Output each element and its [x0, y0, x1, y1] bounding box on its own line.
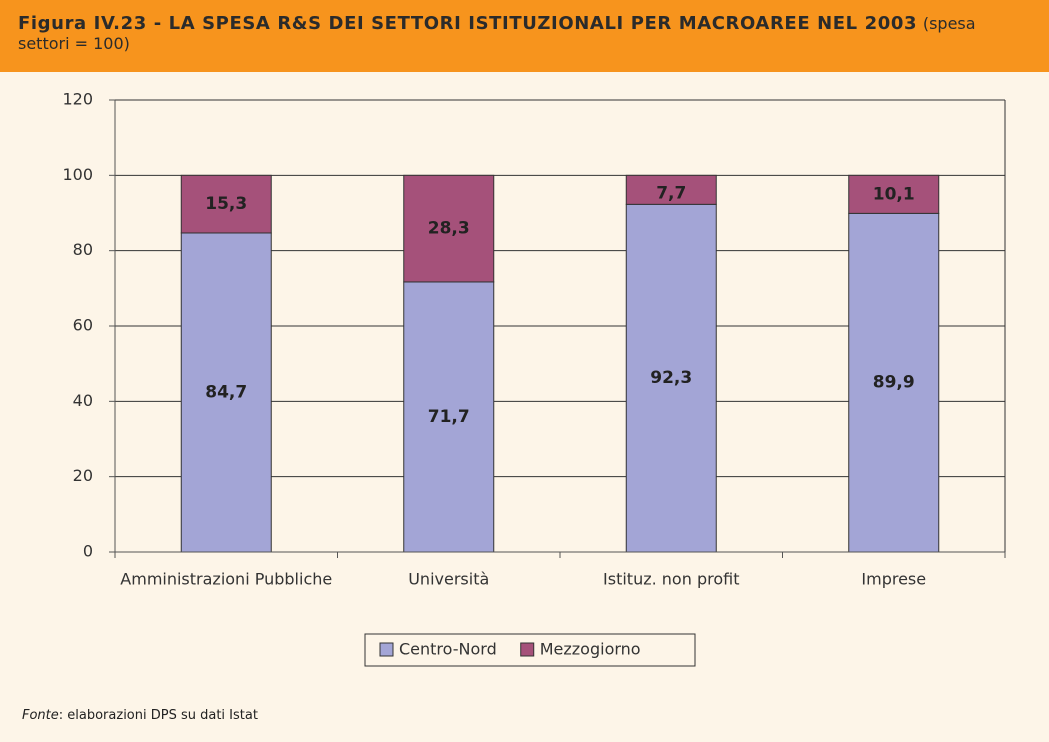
x-tick-label: Università	[408, 570, 489, 589]
y-tick-label: 80	[73, 240, 93, 259]
source-text: : elaborazioni DPS su dati Istat	[58, 708, 258, 723]
legend-box	[364, 633, 696, 667]
header: Figura IV.23 - LA SPESA R&S DEI SETTORI …	[0, 0, 1049, 72]
y-tick-label: 40	[73, 391, 93, 410]
data-label: 71,7	[428, 407, 470, 427]
legend-swatch	[520, 642, 535, 657]
data-label: 7,7	[656, 183, 686, 203]
data-label: 15,3	[205, 194, 247, 214]
chart: 0 20 40 60 80 100 120 Amministrazioni Pubbliche…	[62, 90, 1006, 667]
legend-label: Centro-Nord	[399, 640, 497, 659]
bar-segment	[180, 232, 272, 553]
legend-label: Mezzogiorno	[540, 640, 641, 659]
data-label: 28,3	[428, 219, 470, 239]
bar-segment	[625, 174, 717, 205]
bar-segment	[848, 174, 940, 214]
y-tick-label: 100	[62, 165, 93, 184]
x-tick-label: Istituz. non profit	[603, 570, 739, 589]
y-tick-label: 20	[73, 466, 93, 485]
source: Fonte: elaborazioni DPS su dati Istat	[22, 708, 258, 723]
x-tick-label: Amministrazioni Pubbliche	[120, 570, 332, 589]
data-label: 89,9	[873, 373, 915, 393]
y-tick-label: 0	[83, 542, 93, 561]
bar-segment	[403, 174, 495, 283]
source-label: Fonte	[22, 708, 59, 723]
data-label: 10,1	[873, 184, 915, 204]
data-label: 84,7	[205, 382, 247, 402]
bar-segment	[403, 281, 495, 553]
y-tick-label: 60	[73, 316, 93, 335]
chart-subtitle: (spesa settori = 100)	[18, 14, 976, 53]
chart-title: Figura IV.23 - LA SPESA R&S DEI SETTORI …	[18, 13, 918, 34]
y-tick-label: 120	[62, 90, 93, 109]
legend-swatch	[379, 642, 394, 657]
x-tick-label: Imprese	[861, 570, 926, 589]
bar-segment	[180, 174, 272, 234]
bar-segment	[848, 212, 940, 553]
data-label: 92,3	[650, 368, 692, 388]
